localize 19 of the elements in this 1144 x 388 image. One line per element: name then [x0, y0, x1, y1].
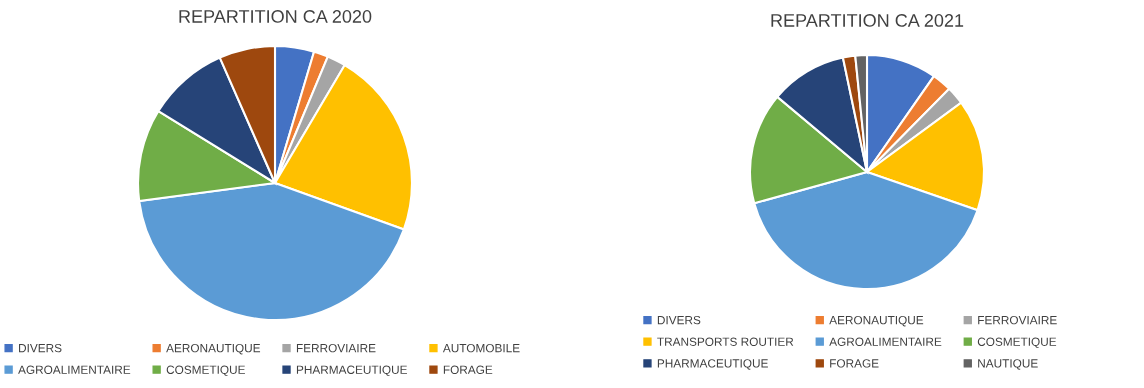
legend-label: AGROALIMENTAIRE: [829, 337, 942, 346]
legend-label: DIVERS: [657, 315, 701, 325]
legend-label: AUTOMOBILE: [442, 343, 520, 353]
legend-label: COSMETIQUE: [166, 365, 245, 377]
chart-title: REPARTITION CA 2021: [771, 14, 964, 27]
legend-label: AERONAUTIQUE: [166, 343, 261, 355]
legend-label: FORAGE: [443, 365, 493, 374]
legend-label: TRANSPORTS ROUTIER: [657, 337, 794, 346]
legend-label: PHARMACEUTIQUE: [296, 365, 407, 377]
chart-title: REPARTITION CA 2020: [179, 10, 372, 23]
legend-label: COSMETIQUE: [977, 337, 1057, 349]
legend-label: PHARMACEUTIQUE: [657, 359, 768, 370]
legend-label: AERONAUTIQUE: [829, 315, 924, 327]
legend-label: NAUTIQUE: [978, 359, 1038, 370]
legend-label: FERROVIAIRE: [296, 343, 376, 353]
legend-label: FORAGE: [830, 359, 879, 368]
legend-label: FERROVIAIRE: [978, 315, 1057, 325]
legend-label: DIVERS: [19, 343, 62, 353]
legend-label: AGROALIMENTAIRE: [18, 365, 131, 374]
